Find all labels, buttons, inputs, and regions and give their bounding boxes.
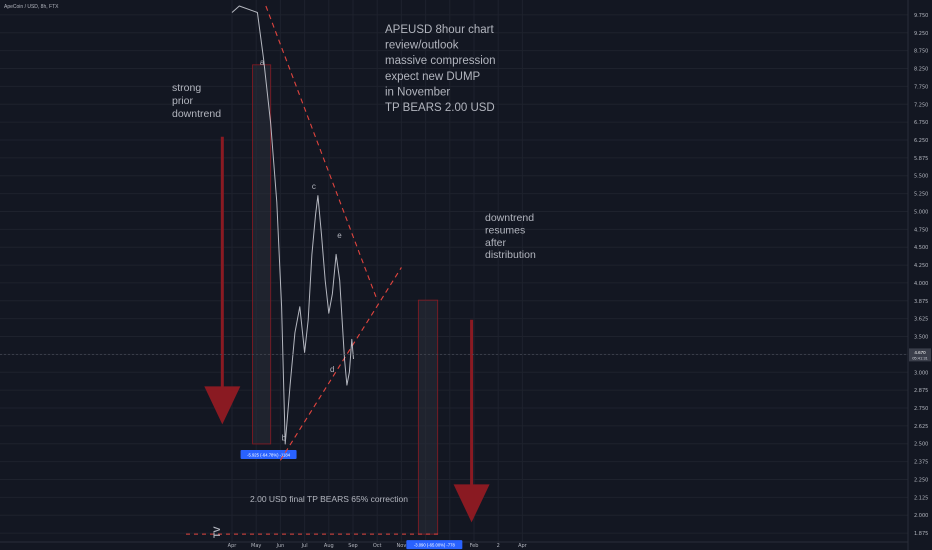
x-tick-label: 2 bbox=[497, 543, 500, 549]
triangle-upper-line bbox=[265, 5, 378, 301]
y-tick-label: 1.875 bbox=[914, 531, 928, 537]
wave-label-e: e bbox=[337, 231, 342, 240]
outlook-annotation-line: review/outlook bbox=[385, 40, 459, 52]
y-tick-label: 3.625 bbox=[914, 317, 928, 323]
resumes-annotation-line: distribution bbox=[485, 249, 536, 261]
outlook-annotation-line: in November bbox=[385, 86, 450, 98]
y-tick-label: 4.000 bbox=[914, 281, 928, 287]
triangle-lower-line bbox=[279, 267, 402, 461]
y-tick-label: 3.500 bbox=[914, 335, 928, 341]
current-price-value: 4.670 bbox=[914, 350, 926, 355]
x-tick-label: Feb bbox=[470, 543, 479, 549]
downtrend-arrow-head bbox=[204, 386, 241, 425]
y-tick-label: 8.750 bbox=[914, 49, 928, 55]
y-tick-label: 5.875 bbox=[914, 156, 928, 162]
measure-box bbox=[417, 299, 439, 535]
y-tick-label: 3.875 bbox=[914, 299, 928, 305]
x-tick-label: Aug bbox=[324, 543, 334, 549]
x-tick-label: Apr bbox=[228, 543, 238, 549]
y-tick-label: 7.750 bbox=[914, 84, 928, 90]
wave-label-b: b bbox=[282, 434, 287, 443]
y-tick-label: 4.500 bbox=[914, 245, 928, 251]
resumes-annotation-line: downtrend bbox=[485, 212, 534, 224]
symbol-line: ApeCoin / USD, 8h, FTX bbox=[4, 4, 59, 10]
resumes-annotation-line: after bbox=[485, 237, 507, 249]
x-tick-label: Apr bbox=[518, 543, 528, 549]
x-tick-label: Oct bbox=[373, 543, 382, 549]
prior-downtrend-annotation-line: prior bbox=[172, 95, 194, 107]
downtrend-arrow-head bbox=[453, 484, 490, 523]
y-tick-label: 3.000 bbox=[914, 370, 928, 376]
outlook-annotation-line: massive compression bbox=[385, 55, 496, 67]
wave-label-d: d bbox=[330, 365, 334, 374]
prior-downtrend-annotation-line: downtrend bbox=[172, 108, 221, 120]
measure-box bbox=[252, 64, 272, 445]
y-tick-label: 6.750 bbox=[914, 120, 928, 126]
x-tick-label: Jul bbox=[301, 543, 308, 549]
y-tick-label: 4.250 bbox=[914, 263, 928, 269]
current-price-countdown: 05:41:31 bbox=[912, 355, 928, 360]
y-tick-label: 5.500 bbox=[914, 174, 928, 180]
x-tick-label: Sep bbox=[348, 543, 357, 549]
y-tick-label: 2.750 bbox=[914, 406, 928, 412]
y-tick-label: 7.250 bbox=[914, 102, 928, 108]
resumes-annotation-line: resumes bbox=[485, 224, 525, 236]
x-tick-label: Nov bbox=[397, 543, 407, 549]
y-tick-label: 6.250 bbox=[914, 138, 928, 144]
y-tick-label: 8.250 bbox=[914, 67, 928, 73]
prior-downtrend-annotation-line: strong bbox=[172, 82, 201, 94]
y-tick-label: 5.000 bbox=[914, 209, 928, 215]
measure-label-text: -3.090 (-65.00%) -778 bbox=[414, 542, 456, 547]
y-tick-label: 2.000 bbox=[914, 513, 928, 519]
y-tick-label: 4.750 bbox=[914, 227, 928, 233]
y-tick-label: 5.250 bbox=[914, 192, 928, 198]
price-line bbox=[231, 5, 354, 445]
final-tp-annotation: 2.00 USD final TP BEARS 65% correction bbox=[250, 494, 408, 504]
x-tick-label: Jun bbox=[275, 543, 284, 549]
measure-label-text: -5.925 (-64.78%) -1184 bbox=[247, 452, 291, 457]
y-tick-label: 9.250 bbox=[914, 31, 928, 37]
measure-label-tag bbox=[406, 540, 463, 550]
outlook-annotation-line: TP BEARS 2.00 USD bbox=[385, 102, 495, 114]
tradingview-logo: TV bbox=[212, 526, 222, 538]
y-tick-label: 2.250 bbox=[914, 477, 928, 483]
y-tick-label: 2.500 bbox=[914, 442, 928, 448]
x-tick-label: May bbox=[251, 543, 261, 549]
y-tick-label: 9.750 bbox=[914, 13, 928, 19]
y-tick-label: 2.875 bbox=[914, 388, 928, 394]
wave-label-a: a bbox=[260, 58, 265, 67]
current-price-tag bbox=[909, 348, 931, 362]
wave-label-c: c bbox=[312, 182, 316, 191]
outlook-annotation-line: expect new DUMP bbox=[385, 71, 481, 83]
y-tick-label: 2.125 bbox=[914, 495, 928, 501]
outlook-annotation-line: APEUSD 8hour chart bbox=[385, 24, 494, 36]
y-tick-label: 2.375 bbox=[914, 460, 928, 466]
y-tick-label: 2.625 bbox=[914, 424, 928, 430]
